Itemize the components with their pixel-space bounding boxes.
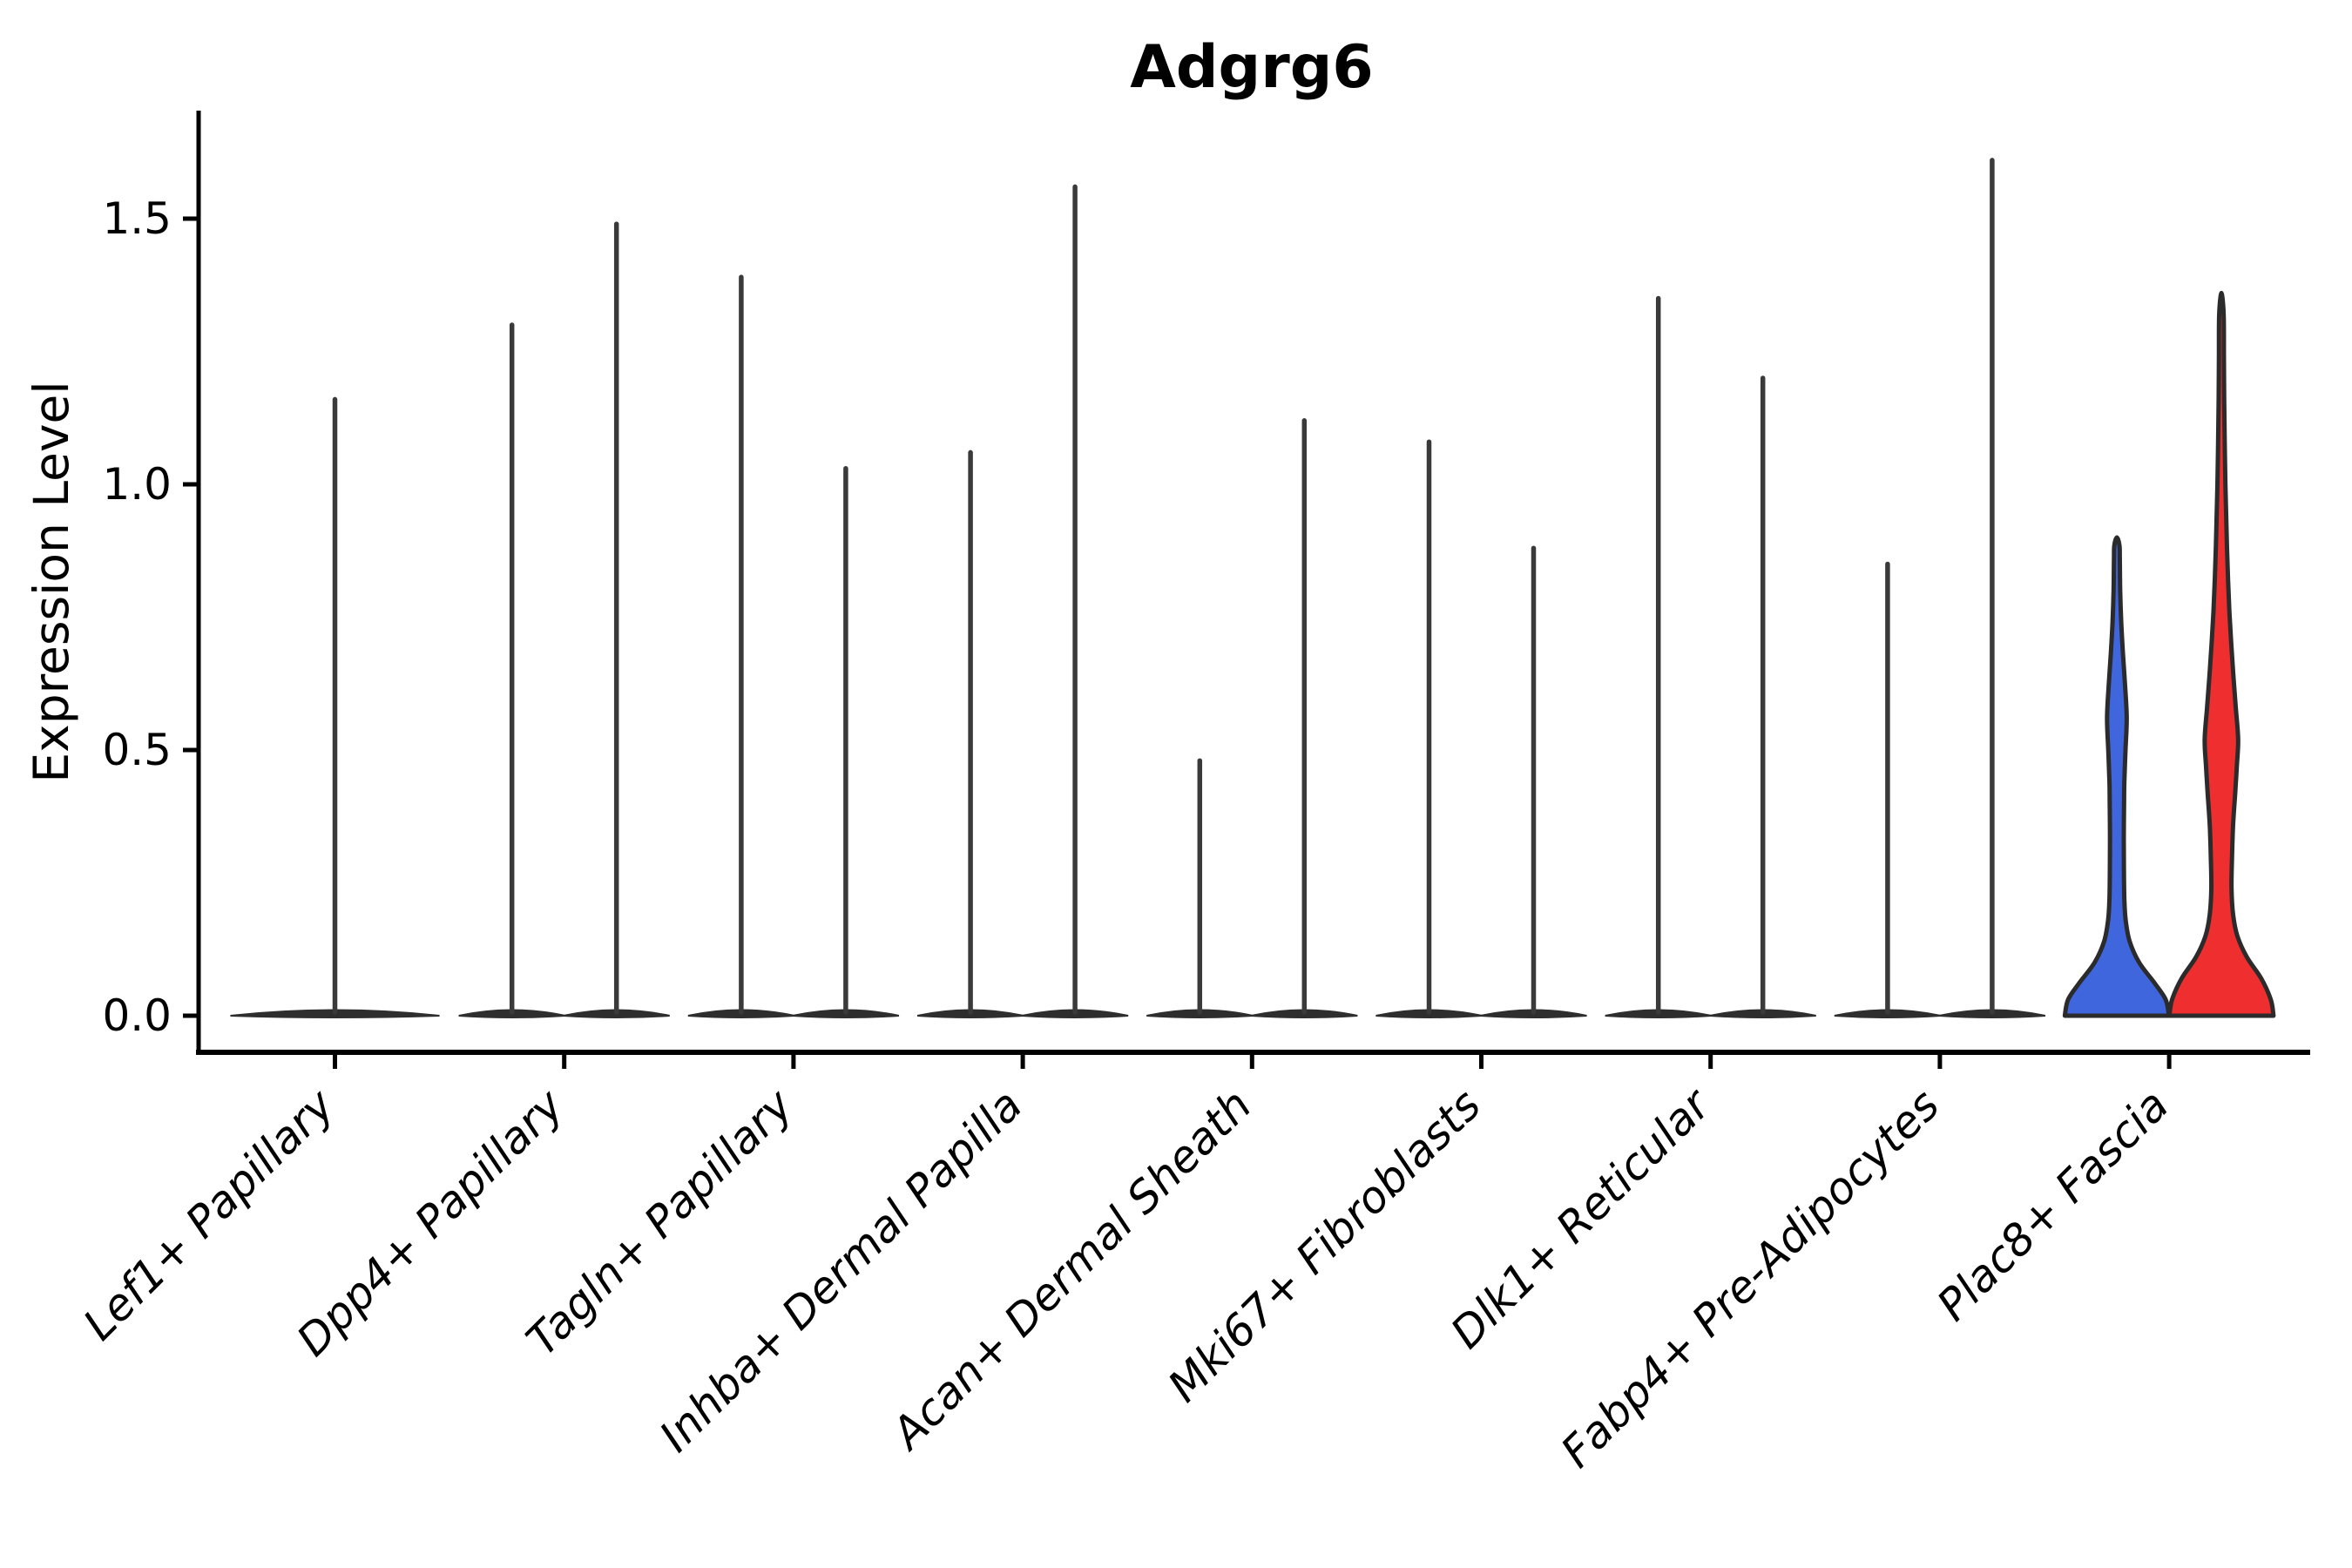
y-tick-label: 1.0 <box>102 459 172 510</box>
x-tick-label: Inhba+ Dermal Papilla <box>650 1079 1031 1461</box>
x-tick-label: Acan+ Dermal Sheath <box>881 1079 1261 1460</box>
y-tick-label: 1.5 <box>102 193 172 244</box>
x-tick-label: Fabp4+ Pre-Adipocytes <box>1551 1079 1950 1477</box>
y-axis-label: Expression Level <box>24 381 79 782</box>
violin-body-8-left <box>2062 535 2172 1018</box>
y-tick-label: 0.0 <box>102 990 172 1041</box>
y-tick-label: 0.5 <box>102 725 172 775</box>
x-tick-label: Plac8+ Fascia <box>1928 1079 2179 1330</box>
violin-body-8-right <box>2166 290 2276 1018</box>
x-tick-label: Lef1+ Papillary <box>74 1078 345 1349</box>
chart-title: Adgrg6 <box>1130 33 1374 102</box>
